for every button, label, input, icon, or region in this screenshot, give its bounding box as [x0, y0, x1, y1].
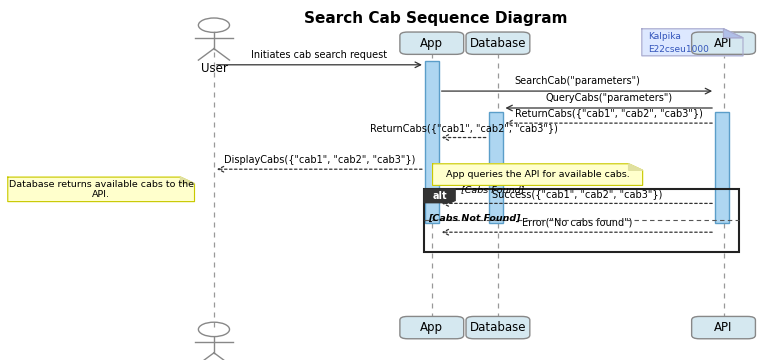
Polygon shape [629, 164, 643, 170]
Text: Database: Database [470, 37, 526, 50]
Text: API: API [714, 321, 733, 334]
Text: User: User [201, 62, 227, 75]
FancyBboxPatch shape [400, 316, 464, 339]
Polygon shape [642, 29, 743, 56]
Text: Kalpika
E22cseu1000: Kalpika E22cseu1000 [648, 32, 709, 54]
Text: ReturnCabs({"cab1", "cab2", "cab3"}): ReturnCabs({"cab1", "cab2", "cab3"}) [515, 108, 703, 118]
Bar [715, 112, 729, 223]
Text: Database: Database [470, 321, 526, 334]
Text: DisplayCabs({"cab1", "cab2", "cab3"}): DisplayCabs({"cab1", "cab2", "cab3"}) [224, 154, 415, 165]
Text: Database returns available cabs to the API.: Database returns available cabs to the A… [9, 180, 194, 199]
Text: QueryCabs("parameters"): QueryCabs("parameters") [545, 93, 672, 103]
Text: [Cabs Found]: [Cabs Found] [461, 186, 524, 194]
Polygon shape [724, 29, 743, 38]
Text: ReturnCabs({"cab1", "cab2", "cab3"}): ReturnCabs({"cab1", "cab2", "cab3"}) [370, 123, 558, 133]
FancyBboxPatch shape [466, 32, 530, 54]
Text: alt: alt [433, 191, 447, 201]
FancyBboxPatch shape [400, 32, 464, 54]
FancyBboxPatch shape [692, 316, 755, 339]
Text: Error("No cabs found"): Error("No cabs found") [522, 217, 632, 228]
Bar [424, 189, 739, 252]
Text: Search Cab Sequence Diagram: Search Cab Sequence Diagram [304, 11, 567, 26]
Text: SearchCab("parameters"): SearchCab("parameters") [514, 76, 640, 86]
Polygon shape [433, 164, 643, 185]
Text: API: API [714, 37, 733, 50]
Bar [489, 112, 503, 223]
Text: Success({"cab1", "cab2", "cab3"}): Success({"cab1", "cab2", "cab3"}) [492, 189, 662, 199]
Text: [Cabs Not Found]: [Cabs Not Found] [428, 214, 520, 223]
Bar [425, 61, 439, 223]
Text: App: App [420, 37, 443, 50]
FancyBboxPatch shape [466, 316, 530, 339]
Text: Initiates cab search request: Initiates cab search request [251, 50, 387, 60]
Polygon shape [424, 189, 455, 203]
Polygon shape [180, 177, 194, 184]
Text: App queries the API for available cabs.: App queries the API for available cabs. [446, 170, 629, 179]
FancyBboxPatch shape [692, 32, 755, 54]
Polygon shape [8, 177, 194, 202]
Text: App: App [420, 321, 443, 334]
